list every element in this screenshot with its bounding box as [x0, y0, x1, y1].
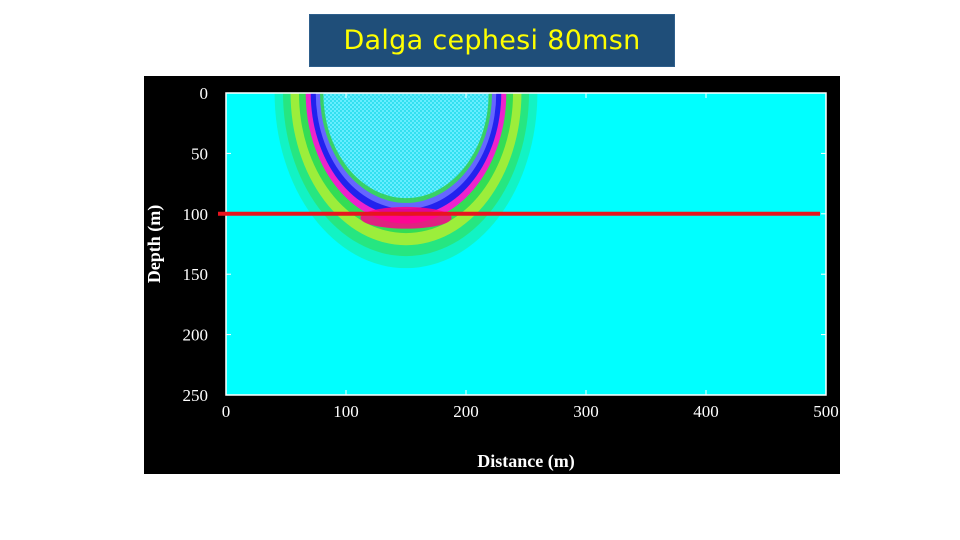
y-tick-label: 200: [183, 326, 209, 345]
slide-title-box: Dalga cephesi 80msn: [309, 14, 675, 67]
y-tick-label: 50: [191, 144, 208, 163]
y-tick-label: 250: [183, 386, 209, 405]
y-axis-title: Depth (m): [144, 205, 165, 284]
x-tick-label: 0: [222, 402, 231, 421]
wavefront-ring: [323, 93, 489, 199]
slide-title: Dalga cephesi 80msn: [343, 25, 641, 56]
y-tick-label: 0: [200, 84, 209, 103]
wavefront-peak: [360, 206, 452, 229]
x-tick-label: 200: [453, 402, 479, 421]
wavefront-rings: [274, 93, 538, 269]
x-tick-label: 500: [813, 402, 839, 421]
wavefront-chart: 0 100 200 300 400 500 0 50 100 150 200 250 Distance…: [144, 76, 840, 474]
y-tick-label: 150: [183, 265, 209, 284]
x-axis-title: Distance (m): [477, 451, 574, 472]
x-tick-label: 100: [333, 402, 359, 421]
x-tick-label: 400: [693, 402, 719, 421]
axis-ticks: 0 100 200 300 400 500 0 50 100 150 200 250: [183, 84, 839, 421]
x-tick-label: 300: [573, 402, 599, 421]
y-tick-label: 100: [183, 205, 209, 224]
plot-border: [225, 92, 827, 396]
